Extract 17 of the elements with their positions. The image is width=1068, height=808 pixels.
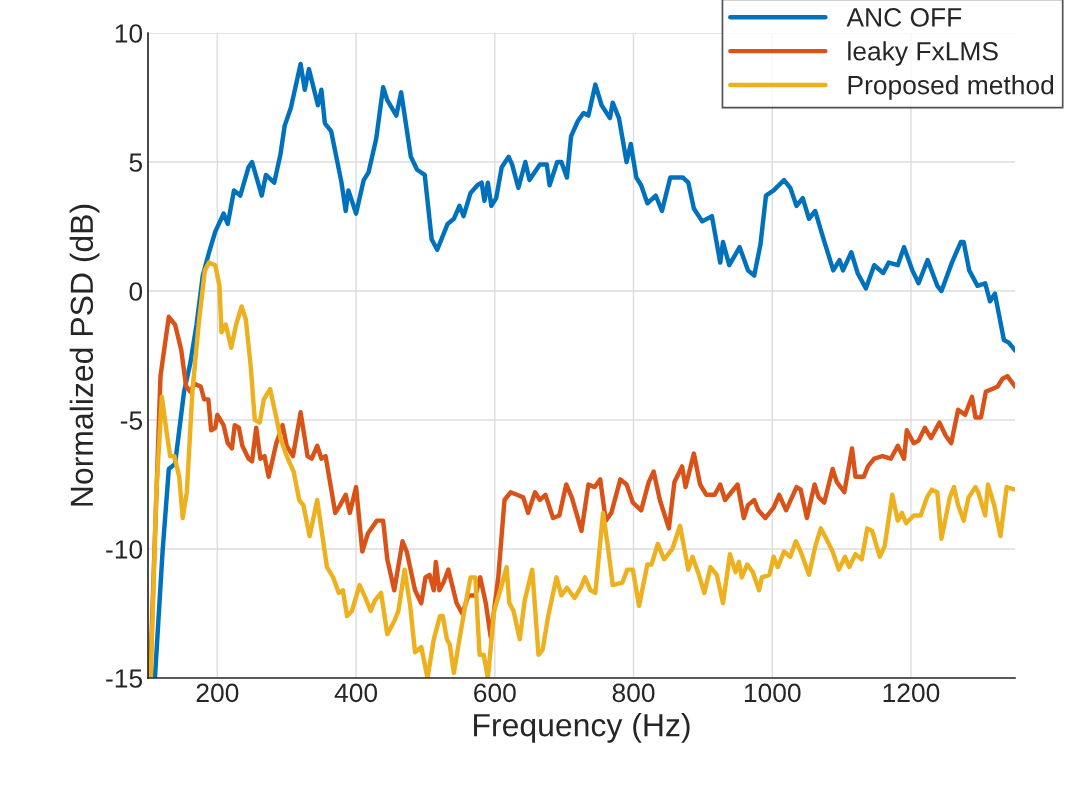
y-tick-label: -10	[106, 540, 143, 559]
x-tick-label: 800	[612, 683, 655, 703]
x-tick-label: 200	[196, 683, 239, 703]
y-tick-label: -5	[120, 411, 143, 430]
y-tick-label: 0	[129, 282, 143, 301]
x-tick-label: 1200	[883, 683, 940, 703]
y-axis-title: Normalized PSD (dB)	[69, 204, 100, 506]
x-tick-label: 1000	[744, 683, 801, 703]
y-tick-label: 10	[115, 24, 143, 43]
legend-label: leaky FxLMS	[848, 41, 998, 66]
x-tick-label: 400	[334, 683, 378, 703]
x-tick-label: 600	[474, 683, 516, 703]
y-tick-label: 5	[129, 153, 143, 172]
legend-label: Proposed method	[848, 75, 1054, 100]
x-axis-title: Frequency (Hz)	[474, 713, 690, 743]
y-tick-label: -15	[106, 669, 143, 688]
legend-label: ANC OFF	[846, 8, 962, 27]
